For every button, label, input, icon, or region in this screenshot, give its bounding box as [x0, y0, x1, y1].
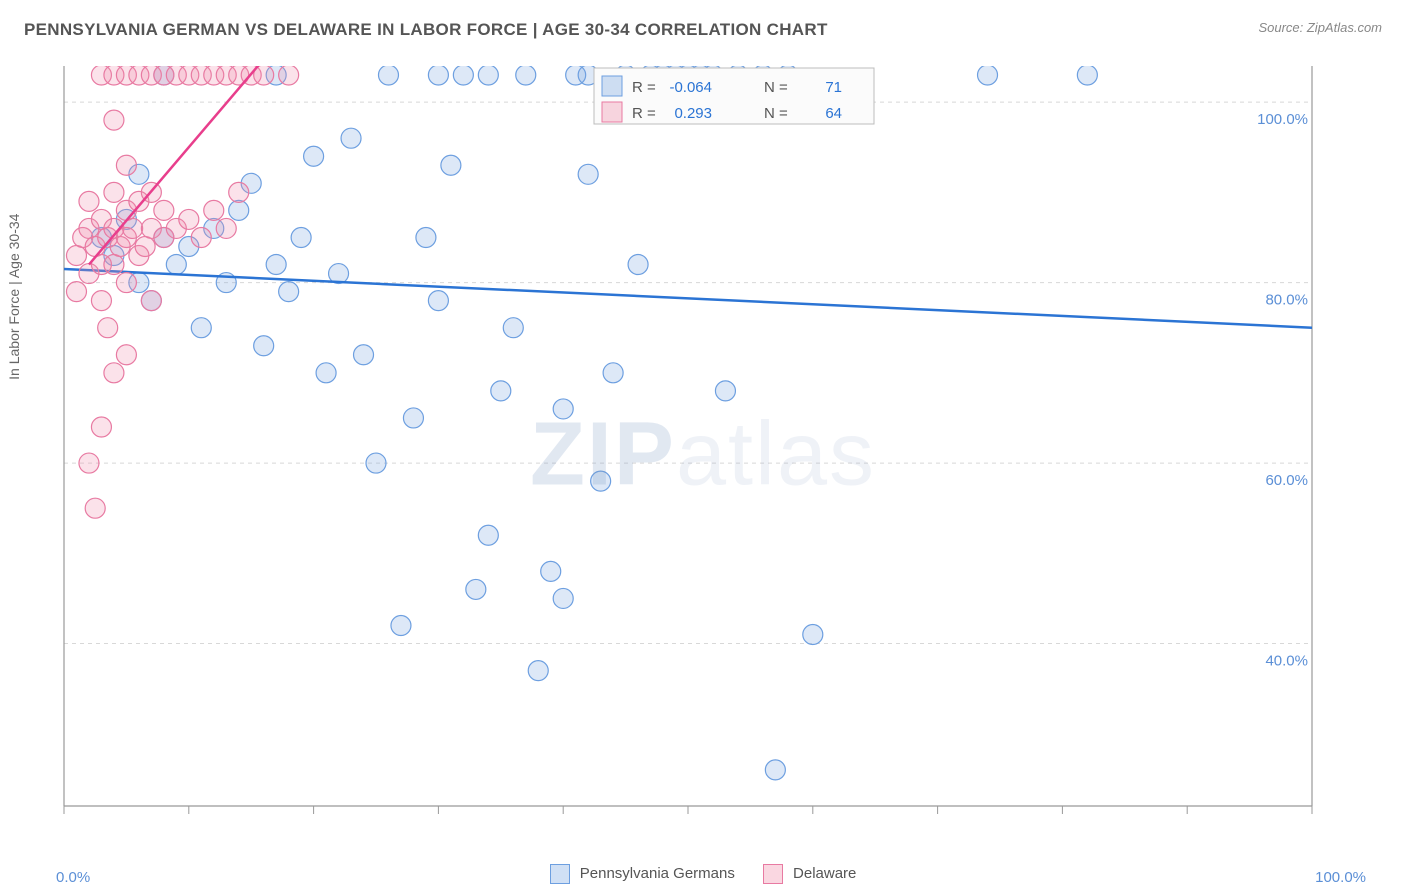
legend-label: Pennsylvania Germans	[580, 865, 735, 882]
svg-text:-0.064: -0.064	[669, 79, 712, 96]
svg-text:40.0%: 40.0%	[1265, 653, 1308, 670]
svg-text:N =: N =	[764, 79, 788, 96]
legend-item-pennsylvania: Pennsylvania Germans	[550, 864, 735, 884]
legend-swatch-icon	[763, 864, 783, 884]
svg-text:100.0%: 100.0%	[1257, 111, 1308, 128]
bottom-legend: Pennsylvania Germans Delaware	[0, 864, 1406, 884]
chart-header: PENNSYLVANIA GERMAN VS DELAWARE IN LABOR…	[0, 0, 1406, 48]
svg-text:60.0%: 60.0%	[1265, 472, 1308, 489]
legend-label: Delaware	[793, 865, 856, 882]
svg-text:71: 71	[825, 79, 842, 96]
chart-source: Source: ZipAtlas.com	[1258, 20, 1382, 35]
y-axis-label: In Labor Force | Age 30-34	[6, 214, 22, 380]
chart-area: In Labor Force | Age 30-34 40.0%60.0%80.…	[24, 58, 1382, 852]
svg-text:80.0%: 80.0%	[1265, 292, 1308, 309]
svg-text:N =: N =	[764, 105, 788, 122]
legend-swatch-icon	[550, 864, 570, 884]
legend-item-delaware: Delaware	[763, 864, 857, 884]
svg-text:64: 64	[825, 105, 842, 122]
svg-text:0.293: 0.293	[674, 105, 712, 122]
scatter-chart: 40.0% 60.0% 80.0% 100.0% R = -0.064 N = 71 R = 0.…	[24, 58, 1334, 828]
svg-text:R =: R =	[632, 105, 656, 122]
svg-text:R =: R =	[632, 79, 656, 96]
chart-title: PENNSYLVANIA GERMAN VS DELAWARE IN LABOR…	[24, 20, 828, 40]
